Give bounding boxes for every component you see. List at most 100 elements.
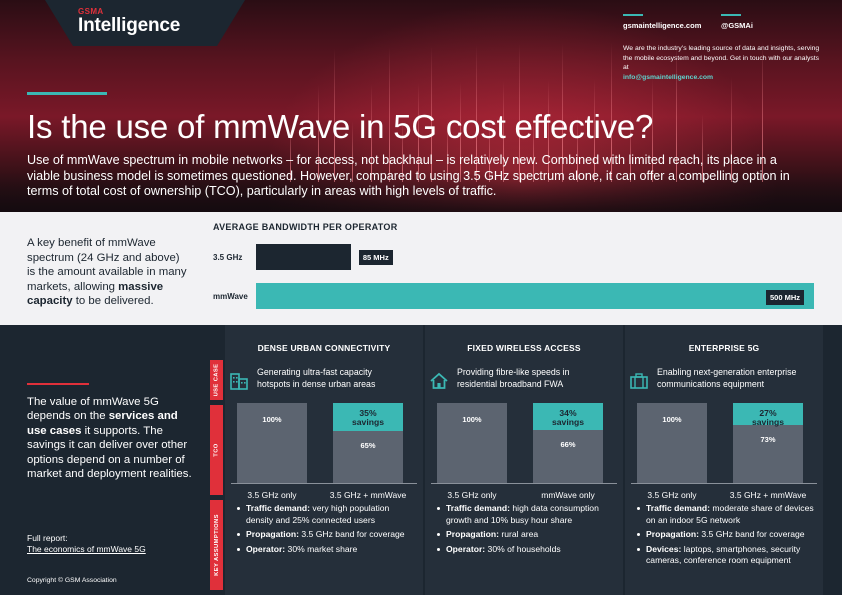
light-beam xyxy=(611,42,612,182)
tco-axis-line xyxy=(631,483,817,484)
savings-label: 27% savings xyxy=(733,409,803,427)
tco-xlabel-mmwave: mmWave only xyxy=(541,490,595,500)
column-desc-dense-urban: Generating ultra-fast capacity hotspots … xyxy=(257,367,376,389)
bandwidth-chart-title: AVERAGE BANDWIDTH PER OPERATOR xyxy=(213,222,398,232)
page-title: Is the use of mmWave in 5G cost effectiv… xyxy=(27,108,654,145)
light-beam xyxy=(447,119,448,182)
tag-key-assumptions-label: KEY ASSUMPTIONS xyxy=(213,514,220,576)
tco-xlabel-mmwave: 3.5 GHz + mmWave xyxy=(329,490,407,500)
value-blurb-text-end: it supports. The savings it can deliver … xyxy=(27,424,192,481)
column-title-enterprise: ENTERPRISE 5G xyxy=(688,343,760,353)
light-beam xyxy=(762,40,763,182)
house-icon xyxy=(429,371,449,391)
light-beam xyxy=(594,79,595,182)
bandwidth-blurb: A key benefit of mmWave spectrum (24 GHz… xyxy=(27,236,187,309)
website-link[interactable]: gsmaintelligence.com xyxy=(623,21,702,30)
savings-percent: 34% xyxy=(559,408,577,418)
bandwidth-blurb-text: A key benefit of mmWave spectrum (24 GHz… xyxy=(27,237,187,293)
hero-banner: GSMA Intelligence gsmaintelligence.com @… xyxy=(0,0,842,212)
contact-text: We are the industry’s leading source of … xyxy=(623,45,820,72)
assumption-label: Operator: xyxy=(246,543,286,554)
light-beam xyxy=(548,80,549,182)
light-beam xyxy=(334,48,335,182)
tco-bar-savings xyxy=(333,403,403,431)
assumption-item: Operator: 30% market share xyxy=(237,544,417,556)
tco-bar-baseline-value: 100% xyxy=(662,415,682,424)
assumption-item: Devices: laptops, smartphones, security … xyxy=(637,544,817,567)
tag-tco-label: TCO xyxy=(213,443,220,457)
savings-word: savings xyxy=(751,417,784,427)
light-beam xyxy=(418,83,419,182)
column-desc-fwa: Providing fibre-like speeds in residenti… xyxy=(457,367,570,389)
light-beam xyxy=(630,115,631,182)
tco-axis-line xyxy=(431,483,617,484)
tag-tco: TCO xyxy=(210,405,223,495)
tco-bar-baseline-value: 100% xyxy=(462,415,482,424)
full-report-link[interactable]: The economics of mmWave 5G xyxy=(27,544,146,554)
assumption-text: 3.5 GHz band for coverage xyxy=(701,529,805,540)
bandwidth-section: A key benefit of mmWave spectrum (24 GHz… xyxy=(0,212,842,325)
bandwidth-blurb-emphasis: massive capacity xyxy=(27,280,164,308)
savings-word: savings xyxy=(551,417,584,427)
bar-value-3-5ghz: 85 MHz xyxy=(358,250,393,265)
email-link[interactable]: info@gsmaintelligence.com xyxy=(623,73,714,81)
light-beam xyxy=(562,43,563,182)
tco-axis-line xyxy=(231,483,417,484)
light-beam xyxy=(519,44,520,182)
light-beam xyxy=(460,82,461,182)
assumption-label: Propagation: xyxy=(246,529,299,540)
savings-label: 35% savings xyxy=(333,409,403,427)
savings-percent: 35% xyxy=(359,408,377,418)
bandwidth-blurb-text-end: to be delivered. xyxy=(72,295,154,308)
assumption-text: 3.5 GHz band for coverage xyxy=(301,529,405,540)
tco-bar-baseline xyxy=(637,403,707,483)
bar-label-mmwave: mmWave xyxy=(213,292,248,301)
twitter-handle-link[interactable]: @GSMAi xyxy=(721,21,753,30)
assumption-item: Traffic demand: high data consumption gr… xyxy=(437,503,617,526)
assumption-item: Propagation: 3.5 GHz band for coverage xyxy=(237,529,417,541)
light-beam xyxy=(676,41,677,182)
assumption-item: Operator: 30% of households xyxy=(437,544,617,556)
tag-use-case: USE CASE xyxy=(210,360,223,400)
light-beam xyxy=(352,121,353,182)
bar-value-mmwave: 500 MHz xyxy=(765,290,804,305)
tco-xlabel-mmwave: 3.5 GHz + mmWave xyxy=(729,490,807,500)
briefcase-icon xyxy=(629,371,649,391)
tco-bar-mmwave xyxy=(333,431,403,483)
assumption-label: Traffic demand: xyxy=(446,503,510,513)
column-desc-enterprise: Enabling next-generation enterprise comm… xyxy=(657,367,797,389)
full-report-label: Full report: xyxy=(27,533,68,543)
contact-divider xyxy=(623,14,643,16)
contact-blurb: We are the industry’s leading source of … xyxy=(623,44,823,82)
tco-xlabel-baseline: 3.5 GHz only xyxy=(247,490,297,500)
tco-bar-baseline xyxy=(437,403,507,483)
tco-bar-mmwave-value: 66% xyxy=(560,440,576,450)
buildings-icon xyxy=(229,371,249,391)
bar-3-5ghz xyxy=(256,244,351,270)
assumption-text: laptops, smartphones, security cameras, … xyxy=(646,543,801,566)
tco-bar-baseline xyxy=(237,403,307,483)
light-beam xyxy=(503,81,504,182)
title-divider xyxy=(27,92,107,95)
column-title-fwa: FIXED WIRELESS ACCESS xyxy=(467,343,581,353)
light-beam xyxy=(290,122,291,182)
assumptions-list-fwa: Traffic demand: high data consumption gr… xyxy=(437,503,617,558)
tco-xlabel-baseline: 3.5 GHz only xyxy=(447,490,497,500)
assumption-text: moderate share of devices on an indoor 5… xyxy=(646,503,814,525)
copyright: Copyright © GSM Association xyxy=(27,577,117,584)
tag-key-assumptions: KEY ASSUMPTIONS xyxy=(210,500,223,590)
light-beam xyxy=(533,117,534,182)
savings-percent: 27% xyxy=(759,408,777,418)
tco-bar-mmwave xyxy=(533,430,603,483)
tco-bar-mmwave-value: 65% xyxy=(360,441,376,450)
light-beam xyxy=(652,78,653,182)
city-skyline xyxy=(0,170,842,212)
intro-paragraph: Use of mmWave spectrum in mobile network… xyxy=(27,153,790,198)
assumption-item: Propagation: rural area xyxy=(437,529,617,541)
light-beam xyxy=(431,46,432,182)
contact-divider xyxy=(721,14,741,16)
use-case-section: The value of mmWave 5G depends on the se… xyxy=(0,325,842,595)
light-beam xyxy=(476,45,477,182)
tco-bar-savings xyxy=(733,403,803,425)
assumption-label: Traffic demand: xyxy=(246,503,310,513)
